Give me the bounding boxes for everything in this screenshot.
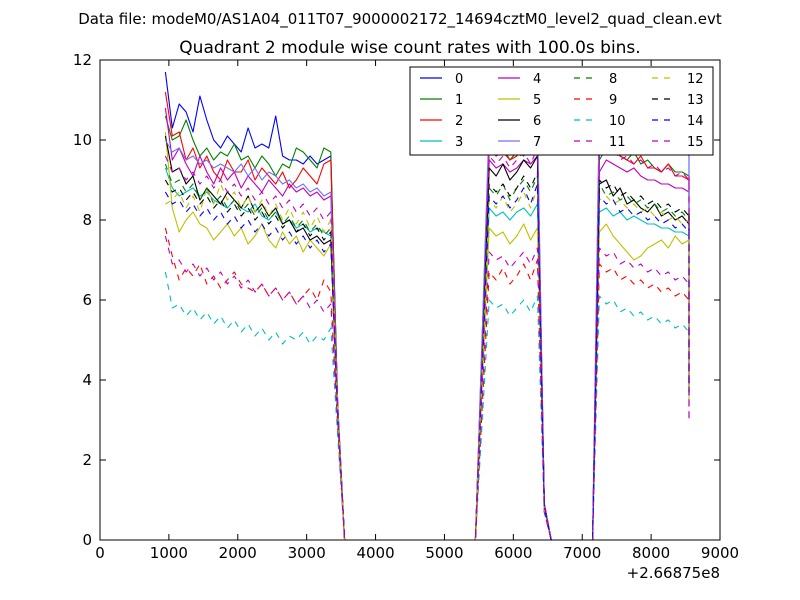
series-line-9 xyxy=(164,227,690,540)
legend-label-7: 7 xyxy=(533,135,541,150)
legend-label-14: 14 xyxy=(687,114,704,129)
y-tick-label: 2 xyxy=(82,451,92,469)
series-line-14 xyxy=(164,183,690,540)
series-line-8 xyxy=(164,163,690,540)
series-line-3 xyxy=(164,167,690,540)
x-tick-label: 7000 xyxy=(563,544,601,562)
series-line-10 xyxy=(164,271,690,540)
series-line-4 xyxy=(164,107,690,540)
x-tick-label: 2000 xyxy=(219,544,257,562)
legend-label-2: 2 xyxy=(455,114,463,129)
x-tick-label: 3000 xyxy=(288,544,326,562)
series-line-5 xyxy=(164,131,690,540)
legend-label-13: 13 xyxy=(687,93,704,108)
ticks-layer: 0 1000 2000 3000 4000 5000 6000 7000 8000 9000 0 2 4… xyxy=(73,51,739,562)
y-tick-label: 12 xyxy=(73,51,92,69)
x-tick-label: 8000 xyxy=(632,544,670,562)
series-line-13 xyxy=(164,171,690,540)
y-tick-label: 0 xyxy=(82,531,92,549)
chart-title: Quadrant 2 module wise count rates with … xyxy=(179,38,640,58)
x-tick-label: 9000 xyxy=(701,544,739,562)
legend-label-12: 12 xyxy=(687,72,704,87)
x-tick-label: 6000 xyxy=(494,544,532,562)
x-tick-label: 0 xyxy=(95,544,105,562)
series-line-11 xyxy=(164,235,690,540)
legend-label-9: 9 xyxy=(609,93,617,108)
y-tick-label: 4 xyxy=(82,371,92,389)
legend-label-8: 8 xyxy=(609,72,617,87)
y-tick-label: 6 xyxy=(82,291,92,309)
x-tick-label: 4000 xyxy=(356,544,394,562)
series-line-6 xyxy=(164,135,690,540)
y-tick-label: 8 xyxy=(82,211,92,229)
x-tick-label: 5000 xyxy=(425,544,463,562)
legend-label-11: 11 xyxy=(609,135,626,150)
y-tick-label: 10 xyxy=(73,131,92,149)
legend-label-4: 4 xyxy=(533,72,541,87)
x-tick-label: 1000 xyxy=(150,544,188,562)
legend-label-1: 1 xyxy=(455,93,463,108)
legend-label-0: 0 xyxy=(455,72,463,87)
series-line-2 xyxy=(164,91,690,540)
data-file-suptitle: Data file: modeM0/AS1A04_011T07_90000021… xyxy=(78,10,722,29)
legend-box xyxy=(409,66,714,156)
series-line-7 xyxy=(164,99,690,540)
series-line-12 xyxy=(165,183,690,540)
x-offset-label: +2.66875e8 xyxy=(627,564,720,582)
legend-label-5: 5 xyxy=(533,93,541,108)
legend-label-6: 6 xyxy=(533,114,541,129)
legend-label-10: 10 xyxy=(609,114,626,129)
legend-label-3: 3 xyxy=(455,135,463,150)
legend-label-15: 15 xyxy=(687,135,704,150)
